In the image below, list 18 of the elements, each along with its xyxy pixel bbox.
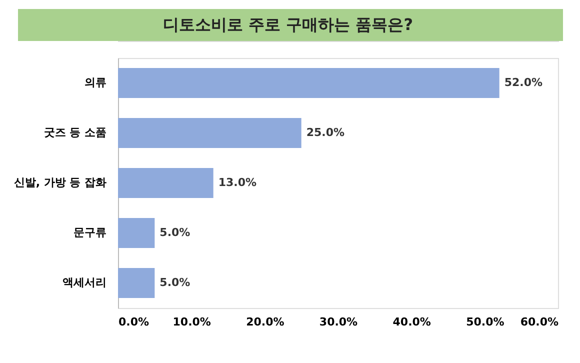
y-tick-label: 굿즈 등 소품 — [44, 126, 106, 139]
x-tick-label: 30.0% — [319, 316, 358, 328]
data-label: 5.0% — [160, 226, 190, 239]
x-tick-label: 20.0% — [246, 316, 284, 328]
x-tick-label: 60.0% — [520, 316, 558, 328]
y-tick-label: 의류 — [84, 76, 106, 89]
x-tick-label: 10.0% — [172, 316, 211, 328]
chart-title: 디토소비로 주로 구매하는 품목은? — [163, 15, 413, 34]
y-tick-label: 액세서리 — [62, 276, 106, 289]
x-tick-label: 0.0% — [118, 316, 150, 328]
y-tick-label: 문구류 — [74, 226, 106, 239]
data-label: 25.0% — [306, 126, 345, 139]
data-label: 5.0% — [160, 276, 190, 289]
data-label: 13.0% — [218, 176, 257, 189]
data-label: 52.0% — [504, 76, 543, 89]
y-tick-label: 신발, 가방 등 잡화 — [14, 176, 106, 189]
x-tick-label: 40.0% — [392, 316, 431, 328]
x-tick-label: 50.0% — [466, 316, 504, 328]
